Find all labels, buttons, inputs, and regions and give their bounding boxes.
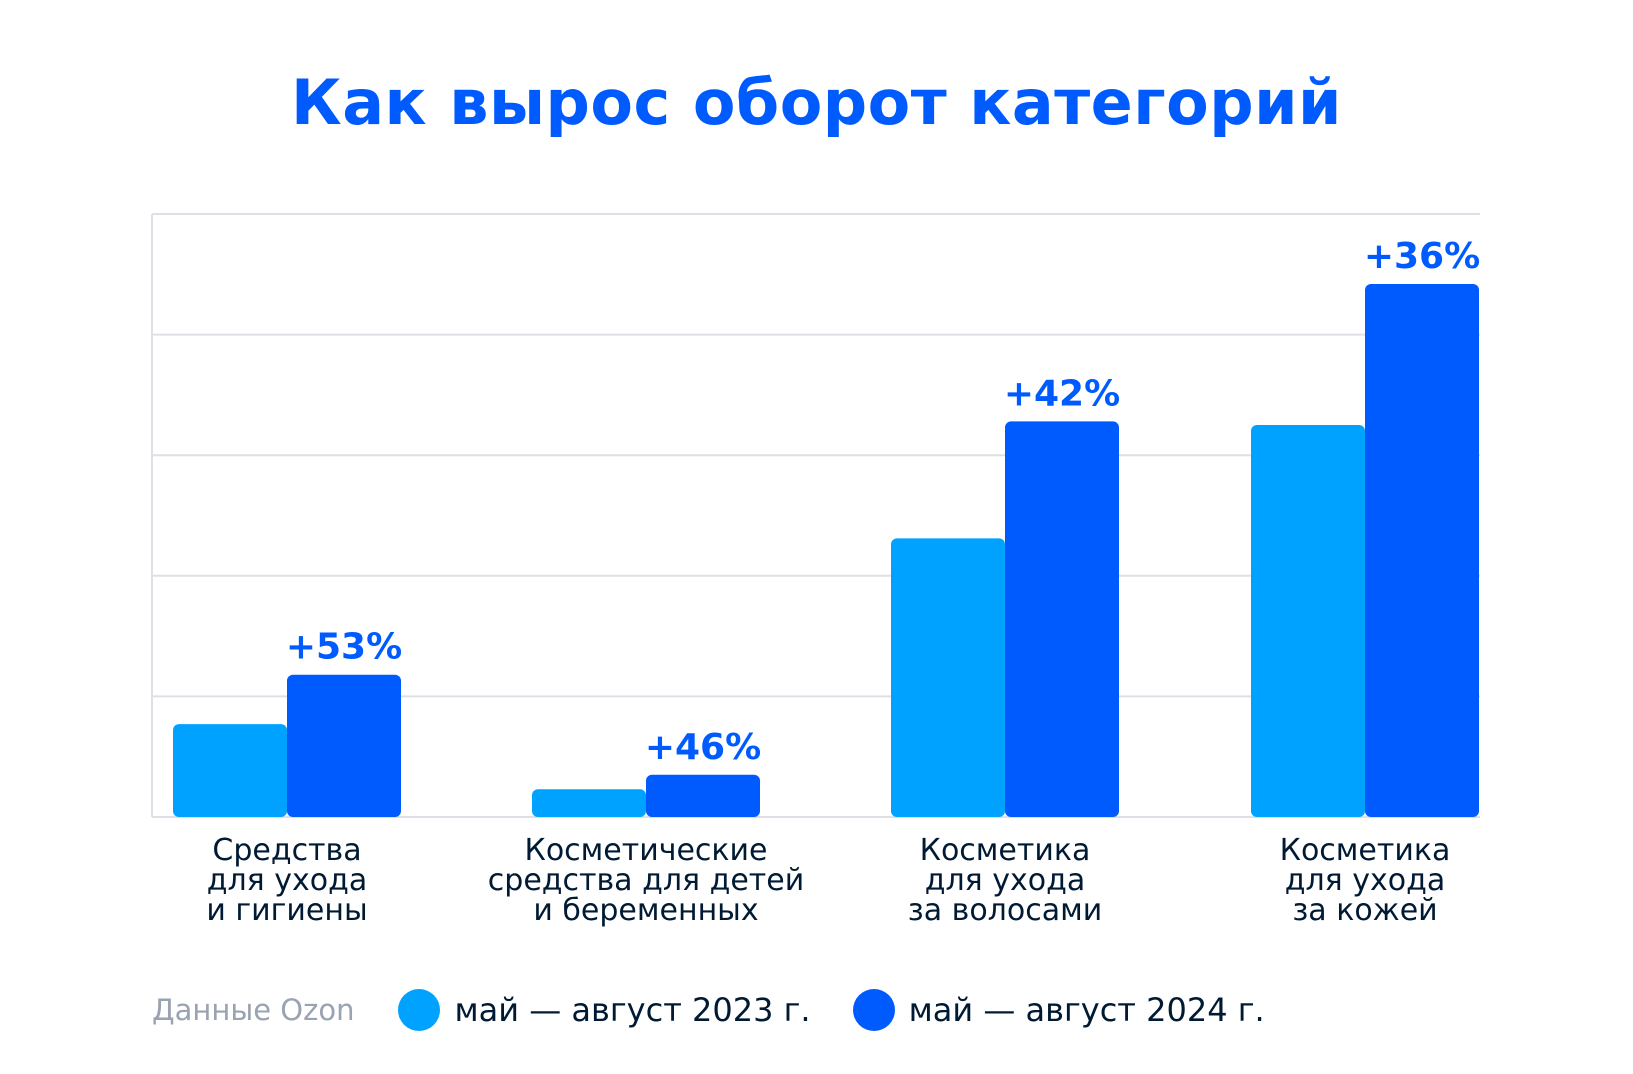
bar-2024-2 — [1005, 421, 1119, 817]
category-label-line: Косметика — [1280, 833, 1451, 868]
category-label-line: и беременных — [533, 893, 758, 928]
category-label-line: и гигиены — [206, 893, 367, 928]
growth-label-2: +42% — [1004, 373, 1120, 414]
growth-label-1: +46% — [645, 727, 761, 768]
category-label-line: Косметические — [525, 833, 768, 868]
legend-dot-2024 — [852, 989, 895, 1031]
data-source-label: Данные Ozon — [152, 993, 355, 1027]
bar-2023-0 — [173, 724, 287, 817]
category-label-line: Средства — [212, 833, 361, 868]
category-label-1: Косметические средства для детей и беремен… — [488, 833, 804, 928]
category-label-3: Косметика для ухода за кожей — [1280, 833, 1451, 928]
category-label-line: для ухода — [1285, 863, 1446, 898]
category-label-line: для ухода — [925, 863, 1086, 898]
chart-footer: Данные Ozon май — август 2023 г. май — а… — [152, 982, 1307, 1038]
bar-2024-1 — [646, 774, 760, 817]
legend-label-2024: май — август 2024 г. — [908, 991, 1265, 1029]
bar-2023-3 — [1251, 425, 1365, 817]
category-label-line: Косметика — [920, 833, 1091, 868]
growth-label-0: +53% — [286, 627, 402, 668]
legend-dot-2023 — [398, 989, 441, 1031]
bar-2024-0 — [287, 674, 401, 817]
bar-2024-3 — [1365, 283, 1479, 817]
bar-2023-1 — [532, 789, 646, 817]
category-label-line: для ухода — [207, 863, 368, 898]
category-label-line: средства для детей — [488, 863, 804, 898]
category-label-line: за кожей — [1292, 893, 1437, 928]
chart-title: Как вырос оборот категорий — [291, 66, 1342, 139]
legend-label-2023: май — август 2023 г. — [454, 991, 811, 1029]
legend-item-2023: май — август 2023 г. — [398, 989, 811, 1031]
bar-2023-2 — [891, 538, 1005, 817]
category-label-0: Средства для ухода и гигиены — [206, 833, 367, 928]
category-label-2: Косметика для ухода за волосами — [908, 833, 1102, 928]
legend-item-2024: май — август 2024 г. — [852, 989, 1265, 1031]
category-label-line: за волосами — [908, 893, 1102, 928]
growth-label-3: +36% — [1364, 236, 1480, 277]
